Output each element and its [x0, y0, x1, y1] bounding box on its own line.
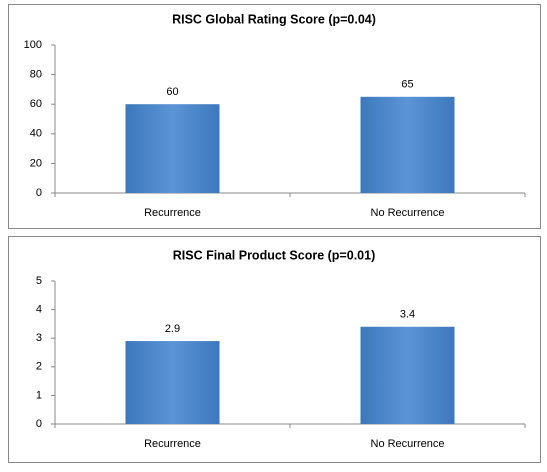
y-tick-label: 40 — [30, 128, 42, 140]
y-tick-label: 100 — [24, 39, 42, 51]
x-tick-label: No Recurrence — [371, 207, 445, 219]
data-label: 60 — [166, 86, 178, 98]
y-tick-label: 1 — [36, 389, 42, 401]
y-tick-label: 3 — [36, 332, 42, 344]
y-tick-label: 0 — [36, 418, 42, 430]
chart-frame — [8, 4, 541, 229]
bar — [360, 326, 455, 424]
bar — [125, 104, 220, 193]
x-tick-label: No Recurrence — [371, 438, 445, 450]
y-tick-label: 5 — [36, 275, 42, 287]
bar — [360, 96, 455, 193]
x-tick-label: Recurrence — [144, 438, 201, 450]
y-tick-label: 0 — [36, 187, 42, 199]
chart-title: RISC Final Product Score (p=0.01) — [173, 248, 375, 262]
y-tick-label: 60 — [30, 98, 42, 110]
y-tick-label: 20 — [30, 157, 42, 169]
chart-frame — [8, 236, 541, 463]
data-label: 2.9 — [165, 323, 180, 335]
data-label: 3.4 — [400, 309, 415, 321]
bar — [125, 341, 220, 424]
chart-title: RISC Global Rating Score (p=0.04) — [172, 12, 376, 26]
x-tick-label: Recurrence — [144, 207, 201, 219]
data-label: 65 — [401, 79, 413, 91]
y-tick-label: 4 — [36, 304, 42, 316]
y-tick-label: 80 — [30, 69, 42, 81]
y-tick-label: 2 — [36, 361, 42, 373]
